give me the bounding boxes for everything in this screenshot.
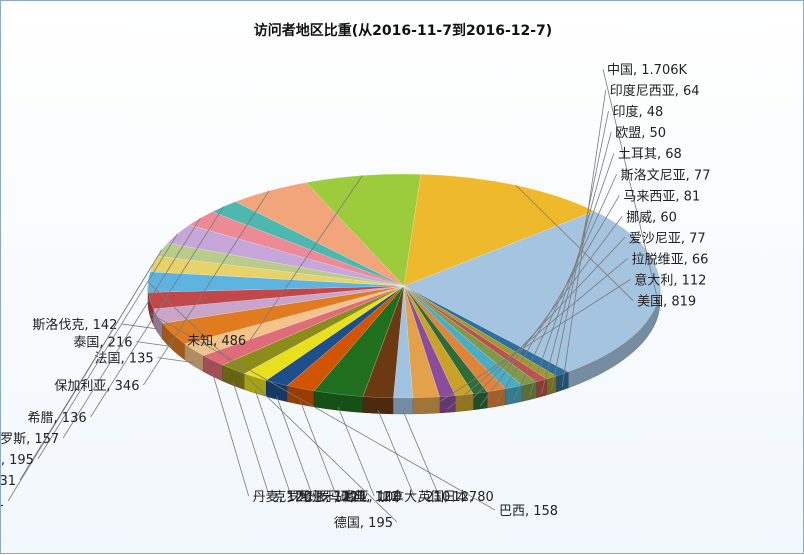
pie-side-slice-8 (455, 394, 473, 412)
leader-line-slice-21 (121, 324, 157, 329)
label-slice-28: 希腊, 136 (28, 411, 87, 426)
leader-line-slice-17 (233, 382, 269, 496)
label-slice-25: 捷克, 131 (1, 474, 16, 489)
label-slice-29: 保加利亚, 346 (54, 379, 139, 394)
label-slice-5: 斯洛文尼亚, 77 (621, 168, 711, 183)
label-slice-7: 挪威, 60 (626, 210, 677, 225)
label-slice-30: 未知, 486 (187, 333, 246, 349)
label-slice-1: 印度尼西亚, 64 (610, 83, 700, 99)
label-slice-3: 欧盟, 50 (615, 126, 666, 141)
leader-line-slice-14 (300, 401, 336, 496)
label-slice-24: 立陶宛, 151 (1, 494, 4, 510)
label-slice-23: 德国, 195 (334, 516, 393, 531)
label-slice-10: 意大利, 112 (634, 273, 706, 289)
chart-title: 访问者地区比重(从2016-11-7到2016-12-7) (254, 22, 552, 39)
label-slice-4: 土耳其, 68 (618, 147, 682, 162)
label-slice-0: 中国, 1.706K (607, 63, 687, 78)
pie-side-slice-7 (473, 392, 487, 410)
pie-side-slice-10 (413, 397, 440, 414)
label-slice-2: 印度, 48 (612, 104, 663, 120)
leader-line-slice-12 (378, 410, 414, 496)
label-slice-27: 俄罗斯, 157 (1, 432, 59, 447)
label-slice-20: 泰国, 216 (73, 336, 132, 351)
label-slice-21: 斯洛伐克, 142 (32, 318, 117, 333)
pie-side-slice-2 (547, 376, 556, 395)
leader-line-slice-18 (213, 373, 249, 496)
label-slice-8: 爱沙尼亚, 77 (629, 231, 706, 246)
leader-line-slice-16 (255, 390, 291, 496)
label-slice-22: 巴西, 158 (499, 504, 558, 519)
label-slice-26: 匈牙利, 195 (1, 453, 34, 468)
label-slice-31: 美国, 819 (637, 295, 696, 310)
pie-side-slice-3 (536, 379, 546, 398)
label-slice-18: 丹麦, 120 (253, 490, 312, 505)
label-slice-6: 马来西亚, 81 (623, 189, 700, 204)
label-slice-9: 拉脱维亚, 66 (632, 252, 709, 267)
